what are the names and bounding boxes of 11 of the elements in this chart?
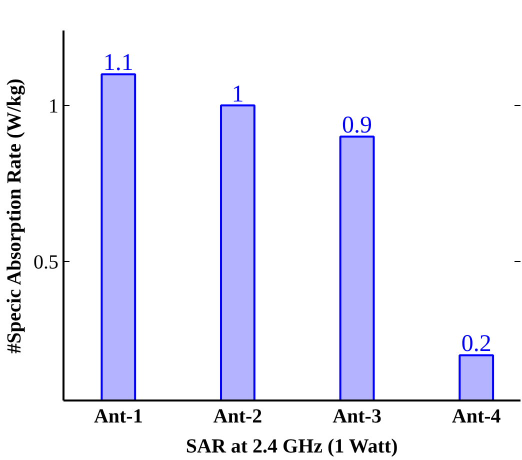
x-tick-label: Ant-3 [332,406,382,428]
data-label: 1.1 [103,50,134,76]
data-label: 0.9 [342,112,372,139]
y-axis-title: #Specic Absorption Rate (W/kg) [4,78,26,354]
x-axis-title: SAR at 2.4 GHz (1 Watt) [186,436,398,458]
data-label: 1 [232,81,244,108]
x-tick-label: Ant-2 [213,406,262,428]
y-tick-label: 0.5 [34,252,58,274]
x-tick-label: Ant-1 [94,406,143,428]
x-tick-label: Ant-4 [452,406,501,428]
data-label: 0.2 [461,331,492,358]
